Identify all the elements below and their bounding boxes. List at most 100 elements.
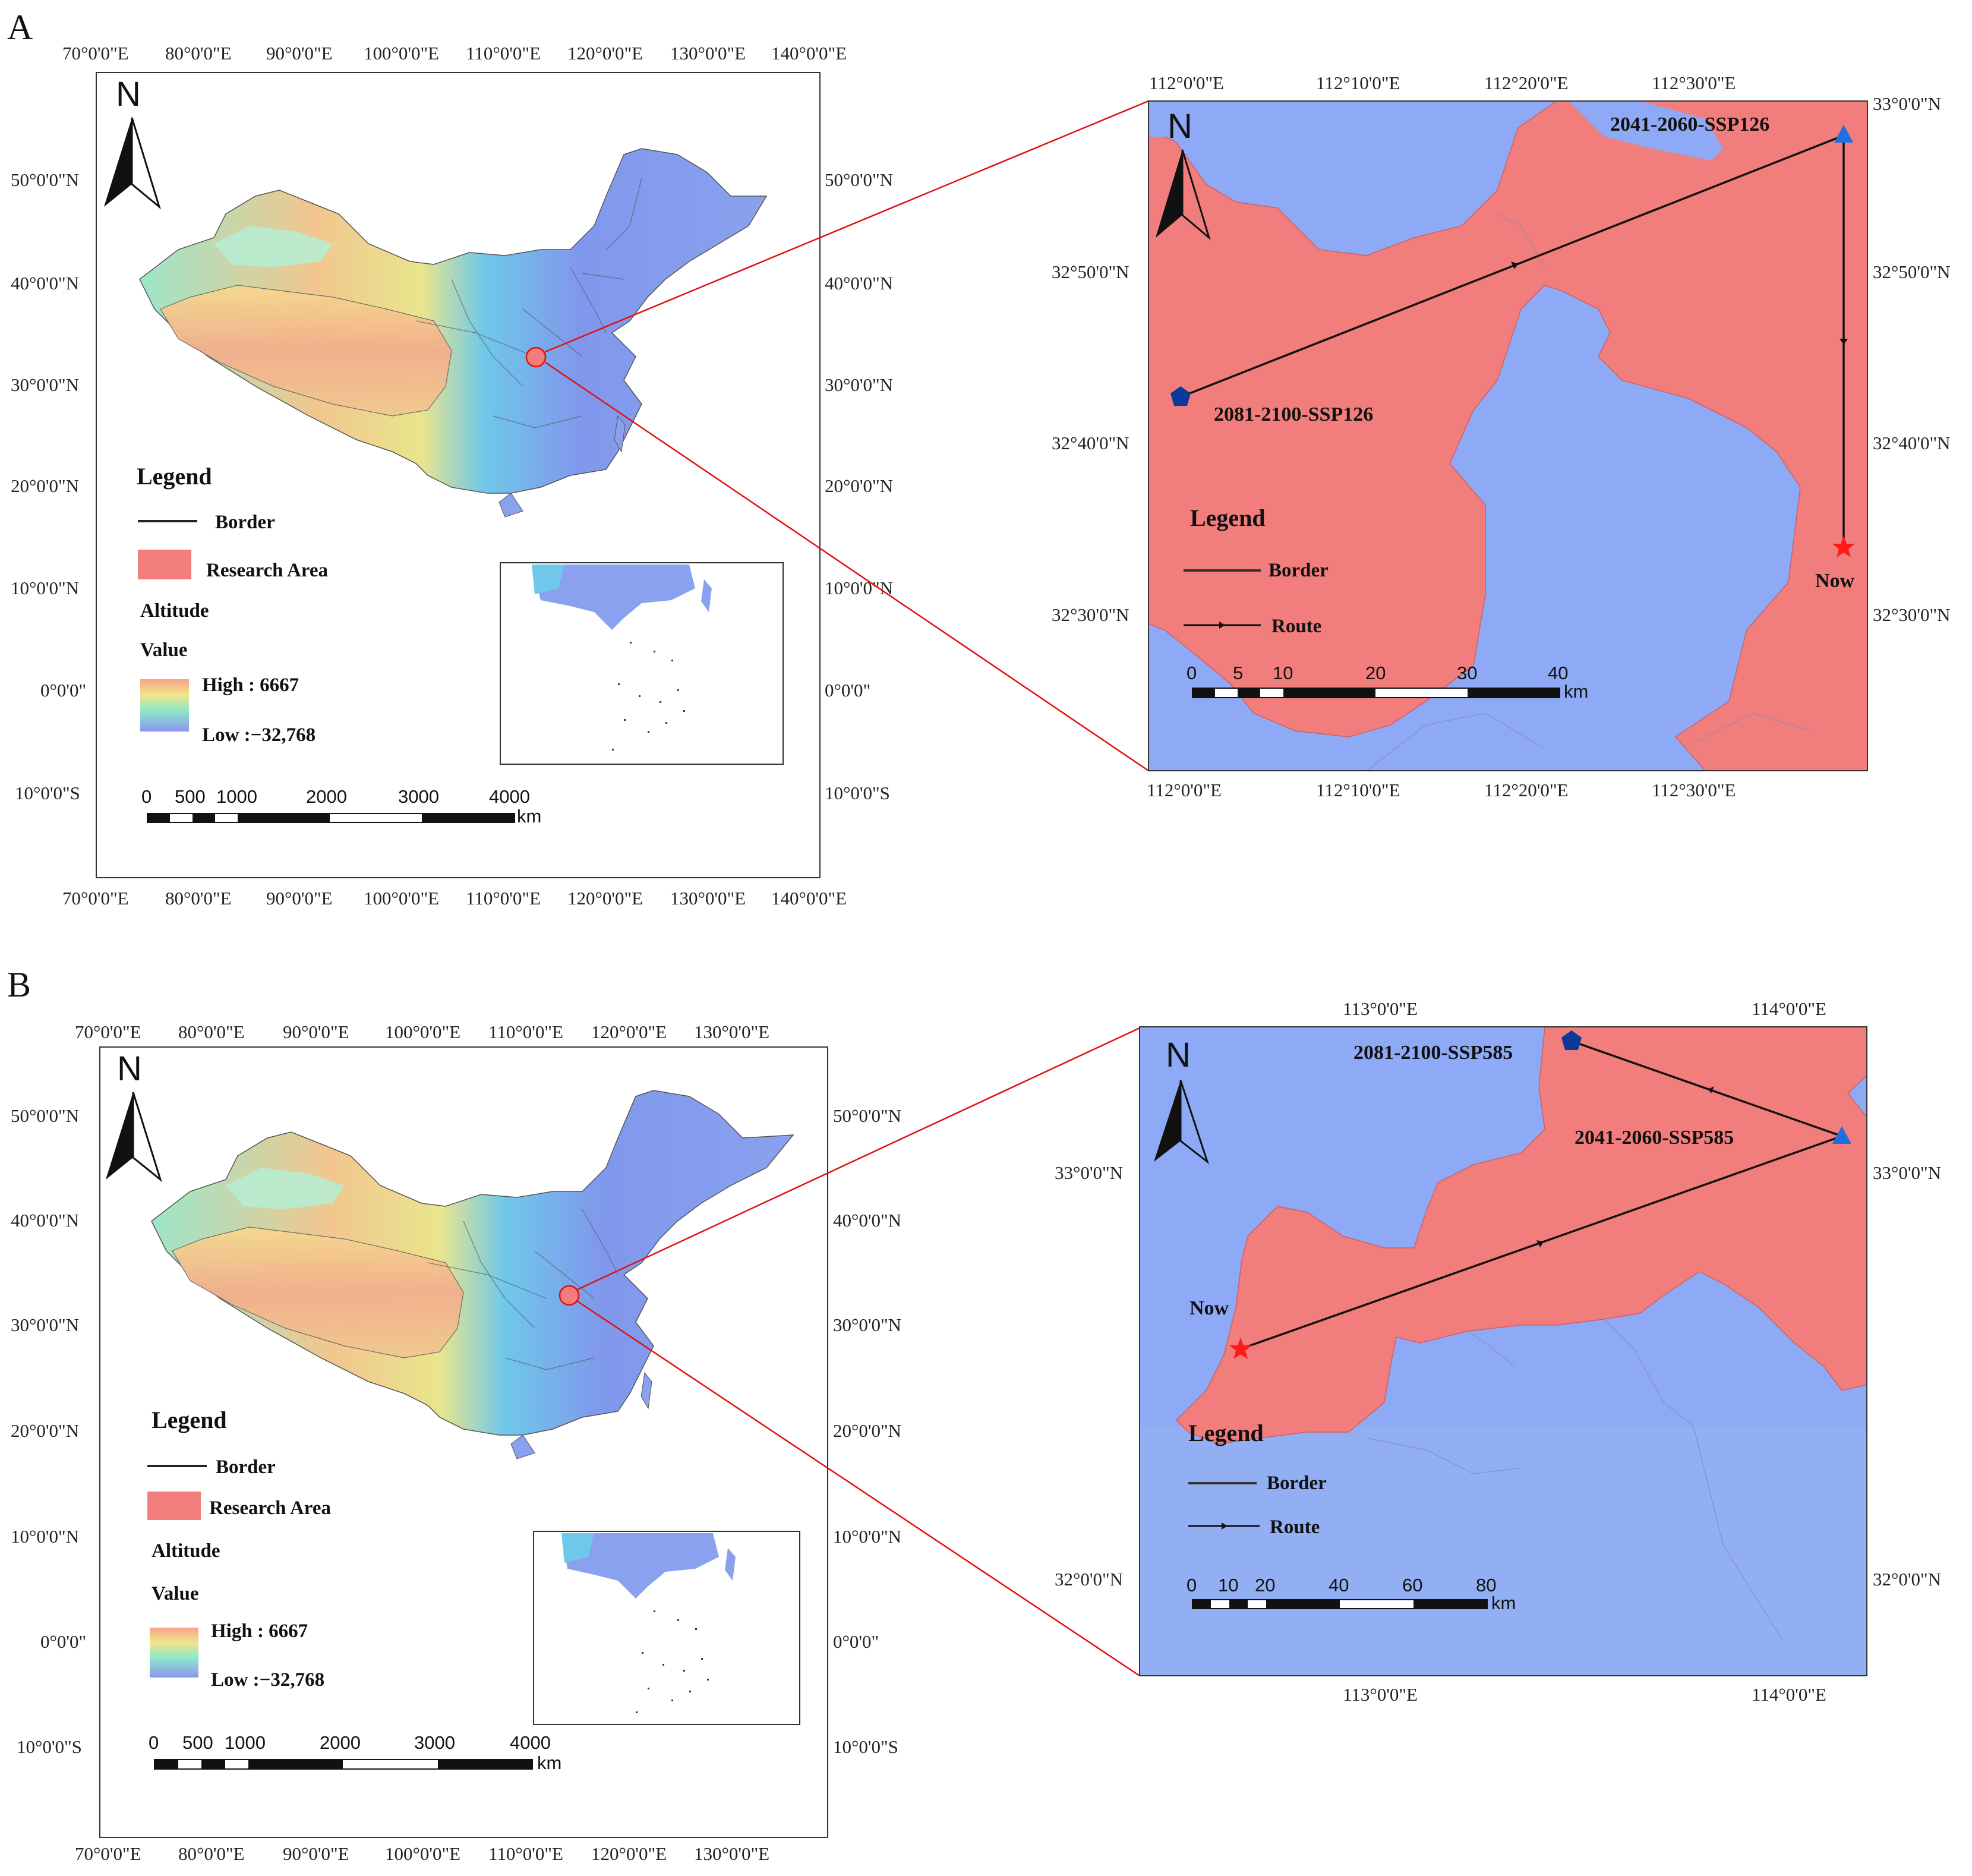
svg-text:Low :−32,768: Low :−32,768 [202, 724, 315, 746]
svg-text:110°0'0"E: 110°0'0"E [466, 43, 541, 64]
overview-b-coords: 70°0'0"E 80°0'0"E 90°0'0"E 100°0'0"E 110… [11, 1021, 901, 1864]
north-arrow: N [1154, 1036, 1209, 1165]
now-star-marker [1229, 1338, 1252, 1359]
connector-lines-b [577, 1027, 1140, 1677]
svg-text:114°0'0"E: 114°0'0"E [1752, 998, 1826, 1019]
svg-text:113°0'0"E: 113°0'0"E [1343, 1684, 1418, 1705]
svg-text:33°0'0"N: 33°0'0"N [1873, 1162, 1941, 1183]
svg-text:Border: Border [1267, 1473, 1327, 1494]
svg-text:40: 40 [1548, 663, 1568, 683]
svg-text:0: 0 [149, 1732, 159, 1753]
research-area-swatch [147, 1492, 201, 1520]
svg-text:Altitude: Altitude [152, 1540, 220, 1562]
svg-text:80°0'0"E: 80°0'0"E [165, 43, 232, 64]
svg-text:0: 0 [1187, 663, 1197, 683]
inset-map [500, 562, 784, 765]
svg-text:10°0'0"N: 10°0'0"N [11, 1526, 79, 1547]
svg-text:km: km [517, 806, 541, 827]
mid-label: 2041-2060-SSP585 [1575, 1127, 1734, 1149]
svg-text:110°0'0"E: 110°0'0"E [488, 1843, 563, 1864]
research-area-marker [559, 1285, 580, 1306]
svg-text:130°0'0"E: 130°0'0"E [694, 1843, 769, 1864]
svg-text:N: N [116, 75, 141, 113]
detail-a-coords: 112°0'0"E 112°10'0"E 112°20'0"E 112°30'0… [1052, 72, 1951, 800]
route-a [1180, 134, 1848, 548]
svg-text:500: 500 [182, 1732, 213, 1753]
svg-text:100°0'0"E: 100°0'0"E [385, 1021, 460, 1042]
svg-text:0: 0 [1187, 1575, 1197, 1596]
svg-text:km: km [537, 1752, 561, 1773]
svg-text:113°0'0"E: 113°0'0"E [1343, 998, 1418, 1019]
svg-text:90°0'0"E: 90°0'0"E [283, 1021, 349, 1042]
svg-text:N: N [117, 1049, 142, 1088]
svg-text:140°0'0"E: 140°0'0"E [771, 43, 847, 64]
legend: Legend Border Research Area Altitude Val… [137, 463, 328, 746]
svg-text:Legend: Legend [1190, 505, 1266, 531]
svg-text:High : 6667: High : 6667 [202, 674, 299, 696]
svg-text:80°0'0"E: 80°0'0"E [178, 1843, 245, 1864]
svg-text:32°40'0"N: 32°40'0"N [1052, 433, 1129, 453]
svg-text:32°0'0"N: 32°0'0"N [1873, 1569, 1941, 1590]
svg-text:500: 500 [175, 786, 206, 807]
svg-text:70°0'0"E: 70°0'0"E [62, 43, 129, 64]
svg-text:4000: 4000 [489, 786, 530, 807]
scale-bar: 0 5 10 20 30 40 km [1187, 663, 1588, 702]
route-b [1240, 1040, 1842, 1350]
svg-text:20°0'0"N: 20°0'0"N [11, 1420, 79, 1441]
svg-text:40: 40 [1329, 1575, 1349, 1596]
altitude-gradient-swatch [140, 679, 189, 732]
svg-text:60: 60 [1402, 1575, 1422, 1596]
scale-bar: 0 10 20 40 60 80 km [1187, 1575, 1516, 1613]
svg-text:2000: 2000 [306, 786, 347, 807]
svg-text:112°10'0"E: 112°10'0"E [1316, 780, 1400, 800]
end-label: 2081-2100-SSP585 [1353, 1042, 1513, 1064]
research-area-marker [525, 346, 547, 368]
svg-text:112°0'0"E: 112°0'0"E [1147, 780, 1222, 800]
mid-triangle-marker [1834, 125, 1853, 143]
svg-text:10°0'0"N: 10°0'0"N [833, 1526, 901, 1547]
svg-text:70°0'0"E: 70°0'0"E [75, 1843, 141, 1864]
svg-text:120°0'0"E: 120°0'0"E [591, 1021, 667, 1042]
end-pentagon-marker [1561, 1030, 1582, 1050]
mid-label: 2041-2060-SSP126 [1610, 113, 1769, 135]
svg-text:20°0'0"N: 20°0'0"N [833, 1420, 901, 1441]
legend: Legend Border Route [1184, 505, 1329, 637]
svg-text:80°0'0"E: 80°0'0"E [165, 888, 232, 909]
svg-text:40°0'0"N: 40°0'0"N [11, 273, 79, 294]
svg-text:Value: Value [140, 639, 187, 661]
north-arrow: N [104, 75, 161, 210]
svg-text:32°0'0"N: 32°0'0"N [1055, 1569, 1123, 1590]
svg-text:112°30'0"E: 112°30'0"E [1652, 780, 1736, 800]
svg-text:40°0'0"N: 40°0'0"N [11, 1210, 79, 1231]
svg-text:70°0'0"E: 70°0'0"E [62, 888, 129, 909]
svg-text:10°0'0"N: 10°0'0"N [11, 578, 79, 598]
overview-map-a: N Legend Border Research Area Altitude V… [96, 72, 821, 878]
svg-text:33°0'0"N: 33°0'0"N [1055, 1162, 1123, 1183]
svg-text:1000: 1000 [216, 786, 257, 807]
svg-text:112°20'0"E: 112°20'0"E [1484, 780, 1568, 800]
svg-text:50°0'0"N: 50°0'0"N [11, 169, 79, 190]
svg-text:Value: Value [152, 1583, 198, 1604]
svg-text:4000: 4000 [510, 1732, 551, 1753]
panel-a: A [7, 8, 1951, 909]
connector-lines-a [545, 100, 1149, 772]
svg-text:30°0'0"N: 30°0'0"N [11, 1314, 79, 1335]
svg-text:110°0'0"E: 110°0'0"E [466, 888, 541, 909]
svg-text:Legend: Legend [137, 463, 212, 490]
svg-text:Low :−32,768: Low :−32,768 [211, 1669, 324, 1691]
china-landmass [151, 1090, 794, 1459]
svg-text:120°0'0"E: 120°0'0"E [567, 888, 643, 909]
svg-text:114°0'0"E: 114°0'0"E [1752, 1684, 1826, 1705]
svg-text:90°0'0"E: 90°0'0"E [266, 43, 333, 64]
svg-text:10: 10 [1273, 663, 1293, 683]
svg-text:0°0'0": 0°0'0" [833, 1631, 879, 1652]
svg-text:50°0'0"N: 50°0'0"N [825, 169, 893, 190]
svg-text:N: N [1168, 107, 1192, 146]
svg-text:0°0'0": 0°0'0" [825, 680, 870, 701]
svg-text:30: 30 [1457, 663, 1477, 683]
svg-text:90°0'0"E: 90°0'0"E [283, 1843, 349, 1864]
overview-a-coords: 70°0'0"E 80°0'0"E 90°0'0"E 100°0'0"E 110… [11, 43, 893, 909]
svg-text:112°10'0"E: 112°10'0"E [1316, 72, 1400, 93]
svg-text:High : 6667: High : 6667 [211, 1620, 308, 1642]
north-arrow: N [106, 1049, 162, 1183]
